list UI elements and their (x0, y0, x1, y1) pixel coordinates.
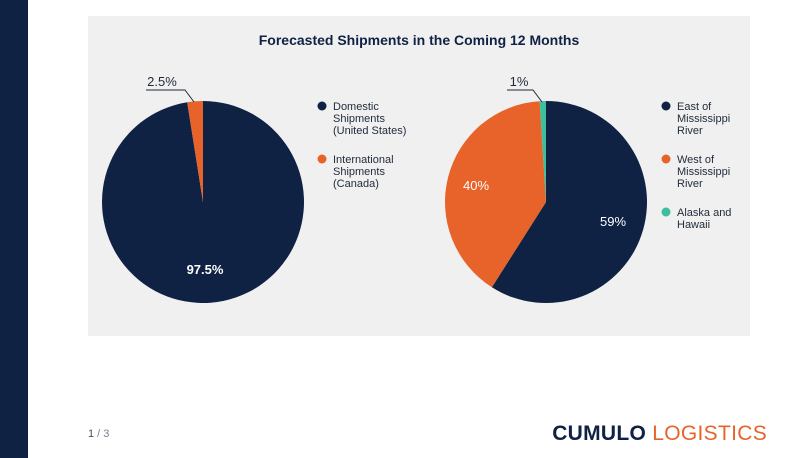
sidebar-strip (0, 0, 28, 458)
pie1-legend-marker-2 (317, 154, 327, 164)
page-separator: / (94, 428, 104, 440)
pie1-legend-marker-1 (317, 101, 327, 111)
chart-title: Forecasted Shipments in the Coming 12 Mo… (258, 32, 580, 48)
brand-bold: CUMULO (552, 422, 647, 445)
pie2-slice-2 (444, 101, 546, 288)
pie2-legend-marker-2 (661, 154, 671, 164)
pie1-legend-label-1: Domestic Shipments (United States) (333, 101, 406, 137)
pie1-leader-line-2 (146, 89, 195, 103)
pie1-slice-2 (187, 101, 203, 202)
pie2-data-label-2: 40% (463, 178, 489, 193)
pie2-legend-label-3: Alaska and Hawaii (677, 207, 731, 231)
pie2-legend-marker-3 (661, 207, 671, 217)
pie2-data-label-1: 59% (600, 214, 626, 229)
pie1-legend-label-2: International Shipments (Canada) (333, 154, 394, 190)
chart-panel: Forecasted Shipments in the Coming 12 Mo… (88, 16, 750, 336)
pie2-data-label-3: 1% (510, 74, 529, 89)
pie1-slice-1 (101, 101, 304, 303)
pie2-legend-marker-1 (661, 101, 671, 111)
brand-logo: CUMULO LOGISTICS (552, 422, 767, 446)
pagination: 1 / 3 (88, 428, 109, 440)
pie2-legend-label-2: West of Mississippi River (677, 154, 730, 190)
pie2-slice-1 (491, 101, 647, 303)
pie1-data-label-2: 2.5% (147, 74, 177, 89)
pie-charts: 97.5% 2.5% Domestic Shipments (United States… (101, 74, 731, 303)
pie2-leader-line-3 (507, 89, 543, 103)
pie1-data-label-1: 97.5% (187, 262, 224, 277)
page-total: 3 (103, 428, 110, 440)
pie2-legend-label-1: East of Mississippi River (677, 101, 730, 137)
brand-light: LOGISTICS (646, 422, 767, 445)
page-current: 1 (88, 428, 95, 440)
pie2-slice-3 (539, 101, 546, 202)
